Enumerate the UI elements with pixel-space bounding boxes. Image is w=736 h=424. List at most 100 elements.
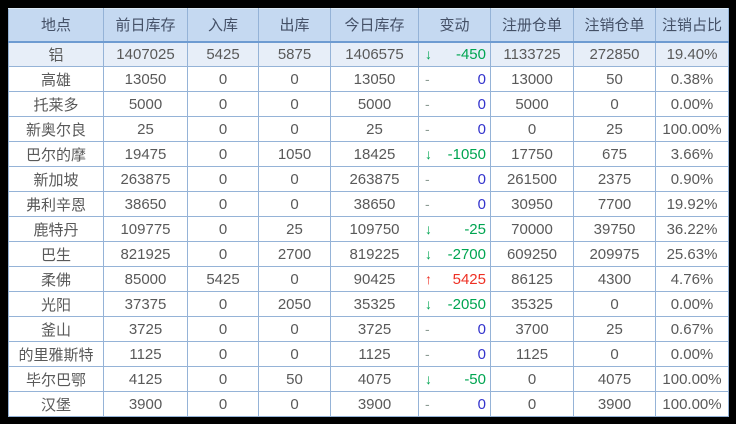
- cancelled-cell: 3900: [573, 391, 656, 417]
- column-header: 今日库存: [330, 8, 419, 43]
- prev_inventory-cell: 3725: [103, 316, 188, 342]
- registered-cell: 609250: [490, 241, 574, 267]
- change-value: 5425: [452, 270, 486, 288]
- prev_inventory-cell: 821925: [103, 241, 188, 267]
- ratio-cell: 3.66%: [655, 141, 729, 167]
- change-value: 0: [477, 120, 486, 138]
- change-cell: -0: [418, 116, 491, 142]
- table-row: 釜山 3725 0 0 3725-0 3700 25 0.67%: [8, 316, 729, 342]
- cancelled-cell: 675: [573, 141, 656, 167]
- column-header: 变动: [418, 8, 491, 43]
- outbound-cell: 0: [258, 266, 331, 292]
- cancelled-cell: 25: [573, 116, 656, 142]
- dash-icon: -: [425, 96, 430, 112]
- change-cell: -0: [418, 191, 491, 217]
- location-cell: 毕尔巴鄂: [8, 366, 104, 392]
- inventory-table: 地点 前日库存 入库 出库 今日库存 变动 注册仓单 注销仓单 注销占比 铝 1407025 542…: [8, 8, 729, 417]
- change-value: -2700: [447, 245, 486, 263]
- registered-cell: 261500: [490, 166, 574, 192]
- change-cell: -0: [418, 66, 491, 92]
- prev_inventory-cell: 19475: [103, 141, 188, 167]
- inbound-cell: 0: [187, 216, 259, 242]
- cancelled-cell: 50: [573, 66, 656, 92]
- change-value: -2050: [447, 295, 486, 313]
- inbound-cell: 5425: [187, 266, 259, 292]
- location-cell: 鹿特丹: [8, 216, 104, 242]
- inbound-cell: 0: [187, 116, 259, 142]
- arrow-up-icon: ↑: [425, 271, 432, 287]
- cancelled-cell: 272850: [573, 41, 656, 67]
- registered-cell: 0: [490, 391, 574, 417]
- ratio-cell: 100.00%: [655, 116, 729, 142]
- location-cell: 巴尔的摩: [8, 141, 104, 167]
- location-cell: 新加坡: [8, 166, 104, 192]
- column-header: 前日库存: [103, 8, 188, 43]
- ratio-cell: 0.00%: [655, 91, 729, 117]
- column-header: 入库: [187, 8, 259, 43]
- table-row: 巴尔的摩 19475 0 1050 18425 ↓ -1050 17750 675 3.66%: [8, 141, 729, 167]
- ratio-cell: 36.22%: [655, 216, 729, 242]
- outbound-cell: 0: [258, 91, 331, 117]
- cancelled-cell: 0: [573, 91, 656, 117]
- table-row: 巴生 821925 0 2700 819225 ↓ -2700 609250 209975 25.…: [8, 241, 729, 267]
- ratio-cell: 0.38%: [655, 66, 729, 92]
- table-row: 托莱多 5000 0 0 5000-0 5000 0 0.00%: [8, 91, 729, 117]
- today_inventory-cell: 1125: [330, 341, 419, 367]
- outbound-cell: 50: [258, 366, 331, 392]
- header-row: 地点 前日库存 入库 出库 今日库存 变动 注册仓单 注销仓单 注销占比: [8, 8, 729, 43]
- outbound-cell: 25: [258, 216, 331, 242]
- today_inventory-cell: 38650: [330, 191, 419, 217]
- inbound-cell: 0: [187, 341, 259, 367]
- prev_inventory-cell: 85000: [103, 266, 188, 292]
- outbound-cell: 0: [258, 391, 331, 417]
- prev_inventory-cell: 4125: [103, 366, 188, 392]
- location-cell: 巴生: [8, 241, 104, 267]
- table-row: 鹿特丹 109775 0 25 109750 ↓ -25 70000 39750 36.22%: [8, 216, 729, 242]
- change-value: -25: [464, 220, 486, 238]
- today_inventory-cell: 5000: [330, 91, 419, 117]
- outbound-cell: 0: [258, 341, 331, 367]
- today_inventory-cell: 1406575: [330, 41, 419, 67]
- arrow-down-icon: ↓: [425, 221, 432, 237]
- change-value: 0: [477, 345, 486, 363]
- registered-cell: 3700: [490, 316, 574, 342]
- cancelled-cell: 25: [573, 316, 656, 342]
- location-cell: 托莱多: [8, 91, 104, 117]
- today_inventory-cell: 18425: [330, 141, 419, 167]
- prev_inventory-cell: 109775: [103, 216, 188, 242]
- registered-cell: 13000: [490, 66, 574, 92]
- cancelled-cell: 2375: [573, 166, 656, 192]
- inbound-cell: 0: [187, 366, 259, 392]
- table-row: 新加坡 263875 0 0 263875-0 261500 2375 0.90%: [8, 166, 729, 192]
- location-cell: 高雄: [8, 66, 104, 92]
- location-cell: 弗利辛恩: [8, 191, 104, 217]
- today_inventory-cell: 90425: [330, 266, 419, 292]
- inbound-cell: 5425: [187, 41, 259, 67]
- inbound-cell: 0: [187, 241, 259, 267]
- change-cell: -0: [418, 166, 491, 192]
- dash-icon: -: [425, 396, 430, 412]
- ratio-cell: 4.76%: [655, 266, 729, 292]
- today_inventory-cell: 819225: [330, 241, 419, 267]
- prev_inventory-cell: 1125: [103, 341, 188, 367]
- inventory-table-frame: 地点 前日库存 入库 出库 今日库存 变动 注册仓单 注销仓单 注销占比 铝 1407025 542…: [8, 8, 729, 417]
- change-value: 0: [477, 320, 486, 338]
- column-header: 出库: [258, 8, 331, 43]
- outbound-cell: 1050: [258, 141, 331, 167]
- registered-cell: 0: [490, 366, 574, 392]
- ratio-cell: 0.00%: [655, 341, 729, 367]
- column-header: 注销占比: [655, 8, 729, 43]
- dash-icon: -: [425, 71, 430, 87]
- registered-cell: 1133725: [490, 41, 574, 67]
- inbound-cell: 0: [187, 66, 259, 92]
- arrow-down-icon: ↓: [425, 296, 432, 312]
- cancelled-cell: 7700: [573, 191, 656, 217]
- registered-cell: 30950: [490, 191, 574, 217]
- ratio-cell: 25.63%: [655, 241, 729, 267]
- change-cell: ↓ -450: [418, 41, 491, 67]
- table-row: 铝 1407025 5425 5875 1406575 ↓ -450 1133725 27285…: [8, 41, 729, 67]
- location-cell: 釜山: [8, 316, 104, 342]
- ratio-cell: 0.00%: [655, 291, 729, 317]
- change-value: 0: [477, 70, 486, 88]
- table-row: 柔佛 85000 5425 0 90425 ↑ 5425 86125 4300 4.76%: [8, 266, 729, 292]
